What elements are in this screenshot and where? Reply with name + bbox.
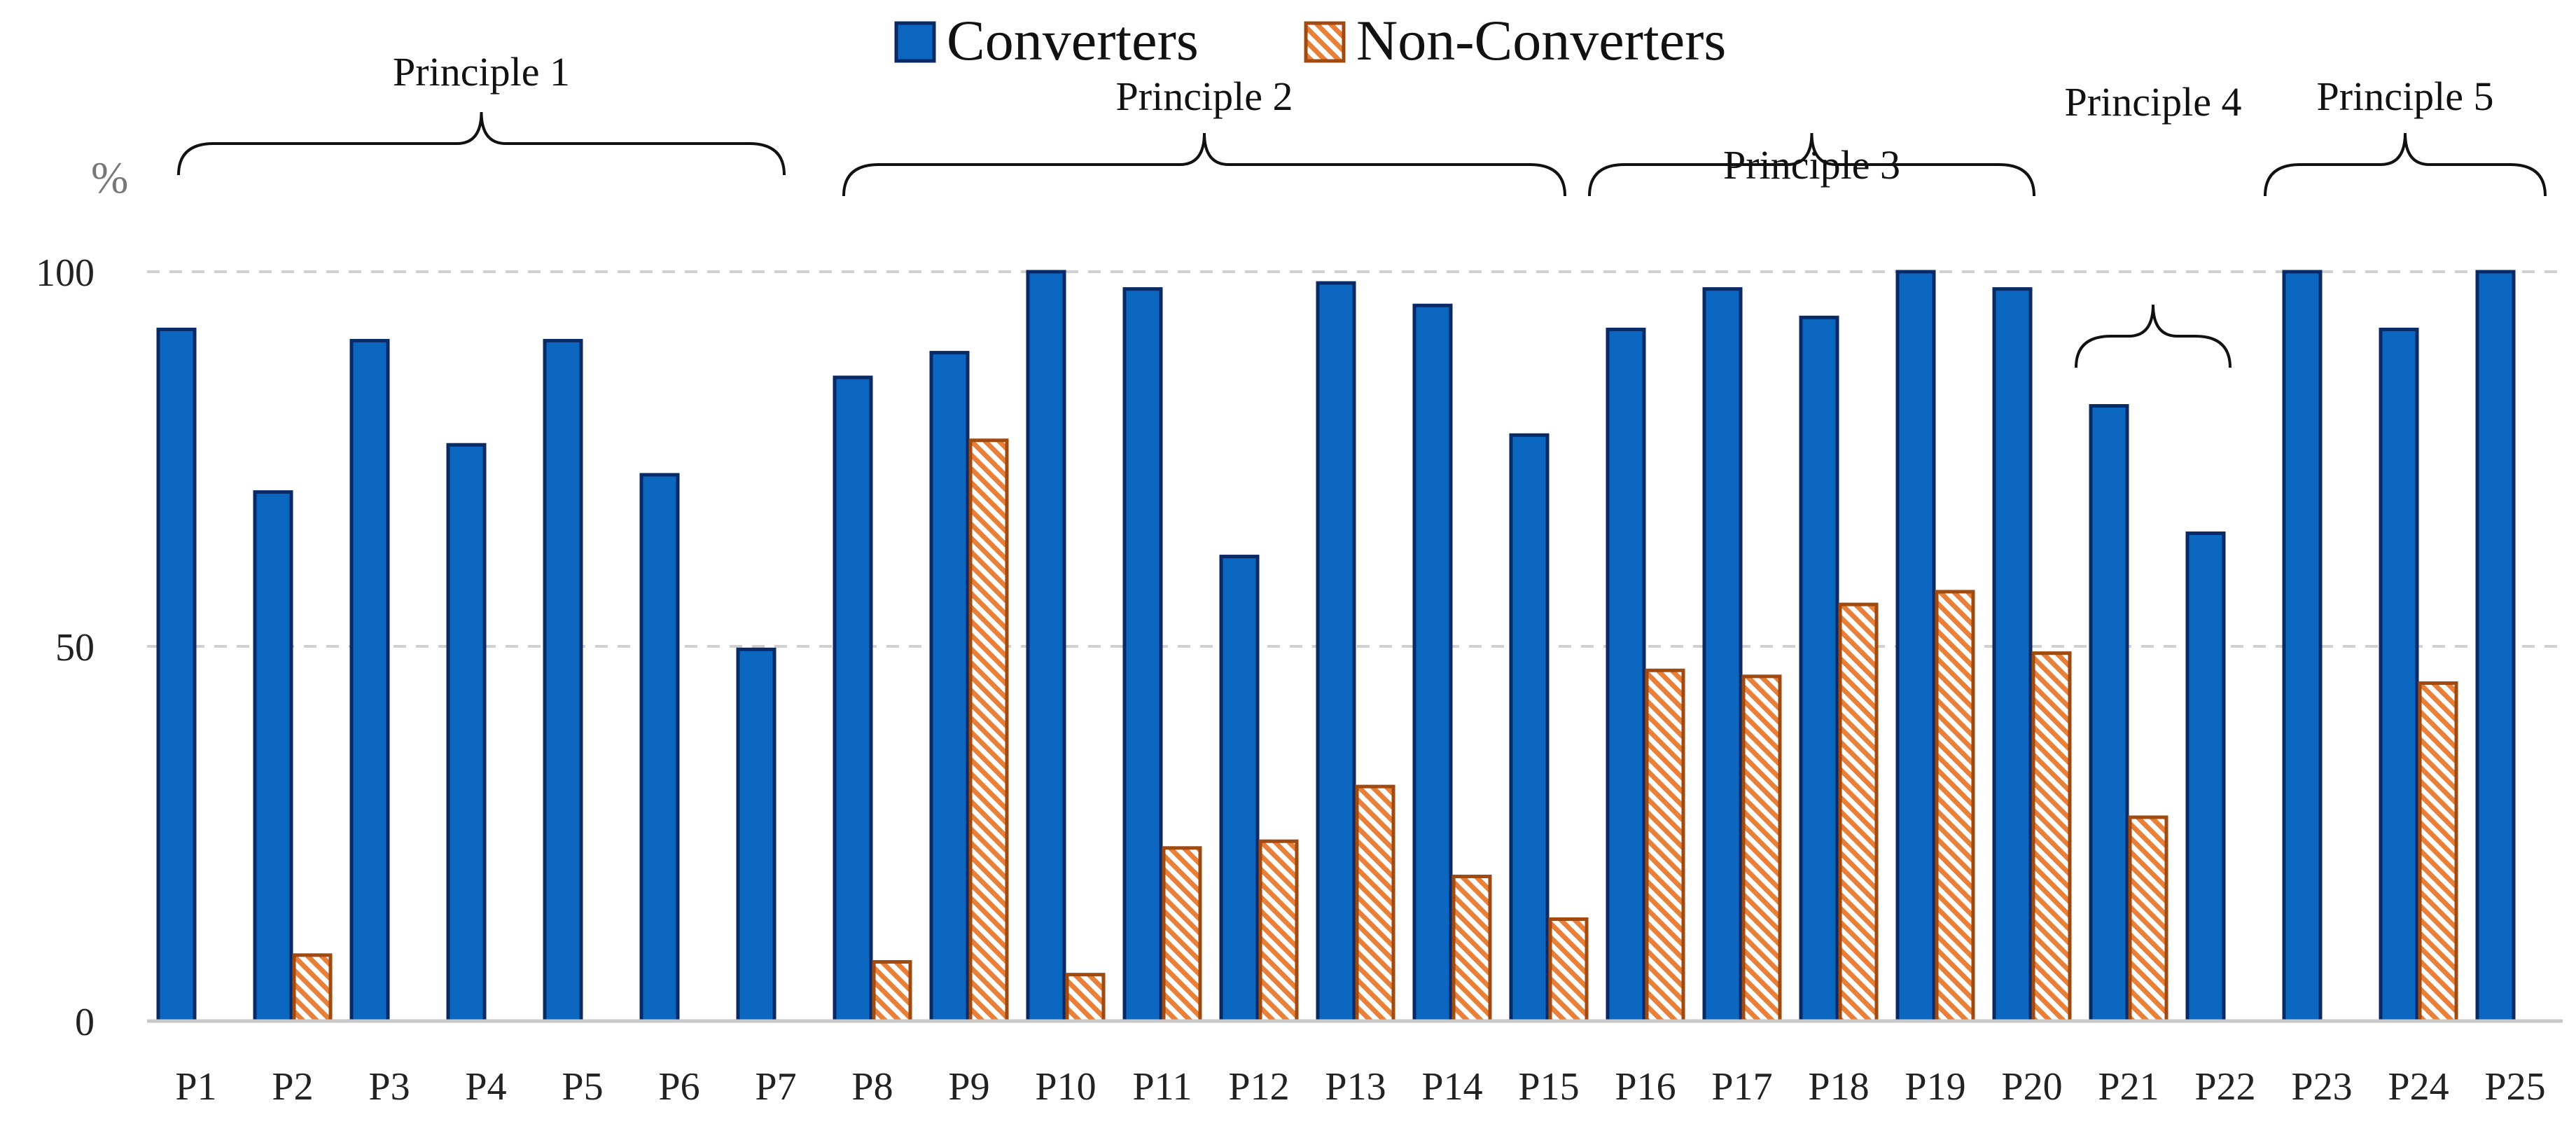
bar-converters-P20 — [1992, 287, 2033, 1023]
x-tick-label-P22: P22 — [2194, 1065, 2255, 1109]
x-tick-label-P25: P25 — [2484, 1065, 2545, 1109]
group-bracket-2 — [842, 132, 1566, 197]
bar-converters-P2 — [253, 490, 293, 1023]
x-tick-label-P14: P14 — [1421, 1065, 1482, 1109]
x-tick-label-P21: P21 — [2098, 1065, 2159, 1109]
x-tick-label-P13: P13 — [1325, 1065, 1386, 1109]
x-tick-label-P20: P20 — [2001, 1065, 2062, 1109]
legend: Converters Non-Converters — [894, 8, 1726, 72]
legend-swatch-converters — [894, 21, 936, 63]
x-tick-label-P2: P2 — [272, 1065, 313, 1109]
bar-non-converters-P10 — [1065, 973, 1106, 1023]
group-label-1: Principle 1 — [393, 49, 570, 95]
bar-converters-P8 — [833, 375, 873, 1023]
bar-converters-P21 — [2089, 404, 2129, 1023]
x-tick-label-P23: P23 — [2291, 1065, 2352, 1109]
bar-converters-P17 — [1702, 287, 1743, 1023]
bar-converters-P6 — [639, 473, 680, 1023]
bar-non-converters-P14 — [1451, 874, 1492, 1023]
y-axis-ticks: 0 50 100 — [36, 251, 95, 1044]
bar-converters-P10 — [1026, 270, 1066, 1023]
x-tick-label-P5: P5 — [562, 1065, 603, 1109]
bar-converters-P13 — [1316, 281, 1356, 1023]
bar-converters-P1 — [156, 327, 197, 1023]
x-axis-ticks: P1 P2 P3 P4 P5 P6 P7 P8 P9 P10 P11 P12 P13 P14 P15 P16 P… — [175, 1065, 2545, 1109]
group-bracket-4 — [2075, 304, 2232, 368]
bar-non-converters-P21 — [2128, 815, 2168, 1023]
bar-converters-P22 — [2185, 531, 2226, 1023]
bar-non-converters-P15 — [1548, 917, 1589, 1023]
bar-non-converters-P11 — [1162, 846, 1202, 1023]
y-unit-label: % — [91, 153, 128, 202]
group-label-2: Principle 2 — [1116, 74, 1293, 119]
bar-converters-P11 — [1122, 287, 1163, 1023]
x-tick-label-P8: P8 — [851, 1065, 893, 1109]
bar-converters-P18 — [1799, 315, 1839, 1023]
bar-converters-P14 — [1412, 303, 1453, 1023]
x-tick-label-P17: P17 — [1711, 1065, 1772, 1109]
group-label-5: Principle 5 — [2317, 74, 2494, 119]
legend-label-non-converters: Non-Converters — [1356, 8, 1726, 72]
bar-converters-P3 — [349, 338, 390, 1023]
x-tick-label-P16: P16 — [1615, 1065, 1676, 1109]
bar-converters-P12 — [1219, 555, 1260, 1023]
x-tick-label-P19: P19 — [1905, 1065, 1965, 1109]
x-tick-label-P7: P7 — [755, 1065, 796, 1109]
bar-non-converters-P24 — [2418, 681, 2458, 1023]
x-tick-label-P15: P15 — [1518, 1065, 1579, 1109]
x-tick-label-P3: P3 — [368, 1065, 410, 1109]
bar-non-converters-P18 — [1838, 602, 1879, 1023]
y-tick-label: 100 — [36, 251, 95, 295]
bar-non-converters-P20 — [2031, 651, 2072, 1023]
legend-swatch-non-converters — [1304, 21, 1346, 63]
x-tick-label-P6: P6 — [658, 1065, 699, 1109]
bar-non-converters-P9 — [968, 438, 1009, 1023]
bar-converters-P4 — [446, 443, 487, 1023]
bar-converters-P23 — [2282, 270, 2323, 1023]
bars — [156, 270, 2516, 1023]
bar-converters-P15 — [1509, 433, 1550, 1023]
legend-label-converters: Converters — [947, 8, 1199, 72]
x-tick-label-P10: P10 — [1035, 1065, 1096, 1109]
y-tick-label: 50 — [55, 626, 95, 669]
group-bracket-5 — [2264, 132, 2547, 197]
bar-non-converters-P19 — [1935, 590, 1975, 1023]
x-tick-label-P11: P11 — [1132, 1065, 1192, 1109]
x-tick-label-P18: P18 — [1808, 1065, 1869, 1109]
group-label-4: Principle 4 — [2065, 79, 2242, 125]
x-tick-label-P12: P12 — [1228, 1065, 1289, 1109]
bar-non-converters-P13 — [1355, 784, 1395, 1023]
bar-converters-P19 — [1895, 270, 1936, 1023]
x-tick-label-P4: P4 — [465, 1065, 506, 1109]
bar-non-converters-P16 — [1645, 668, 1685, 1023]
bar-converters-P5 — [543, 338, 583, 1023]
bar-converters-P24 — [2379, 327, 2419, 1023]
group-bracket-1 — [177, 111, 786, 176]
bar-converters-P9 — [929, 351, 970, 1023]
bar-converters-P16 — [1606, 327, 1646, 1023]
x-tick-label-P9: P9 — [948, 1065, 989, 1109]
bar-non-converters-P17 — [1741, 674, 1782, 1023]
x-tick-label-P1: P1 — [175, 1065, 216, 1109]
group-label-3: Principle 3 — [1723, 142, 1900, 188]
bar-non-converters-P8 — [872, 959, 912, 1023]
principle-groups: Principle 1 Principle 2 Principle 3 Princip… — [177, 49, 2547, 368]
y-tick-label: 0 — [75, 1001, 95, 1044]
x-tick-label-P24: P24 — [2388, 1065, 2449, 1109]
bar-non-converters-P12 — [1258, 839, 1299, 1023]
bar-non-converters-P2 — [292, 953, 333, 1023]
bar-converters-P25 — [2475, 270, 2516, 1023]
bar-converters-P7 — [736, 647, 777, 1023]
group-bracket-3 — [1588, 132, 2035, 197]
